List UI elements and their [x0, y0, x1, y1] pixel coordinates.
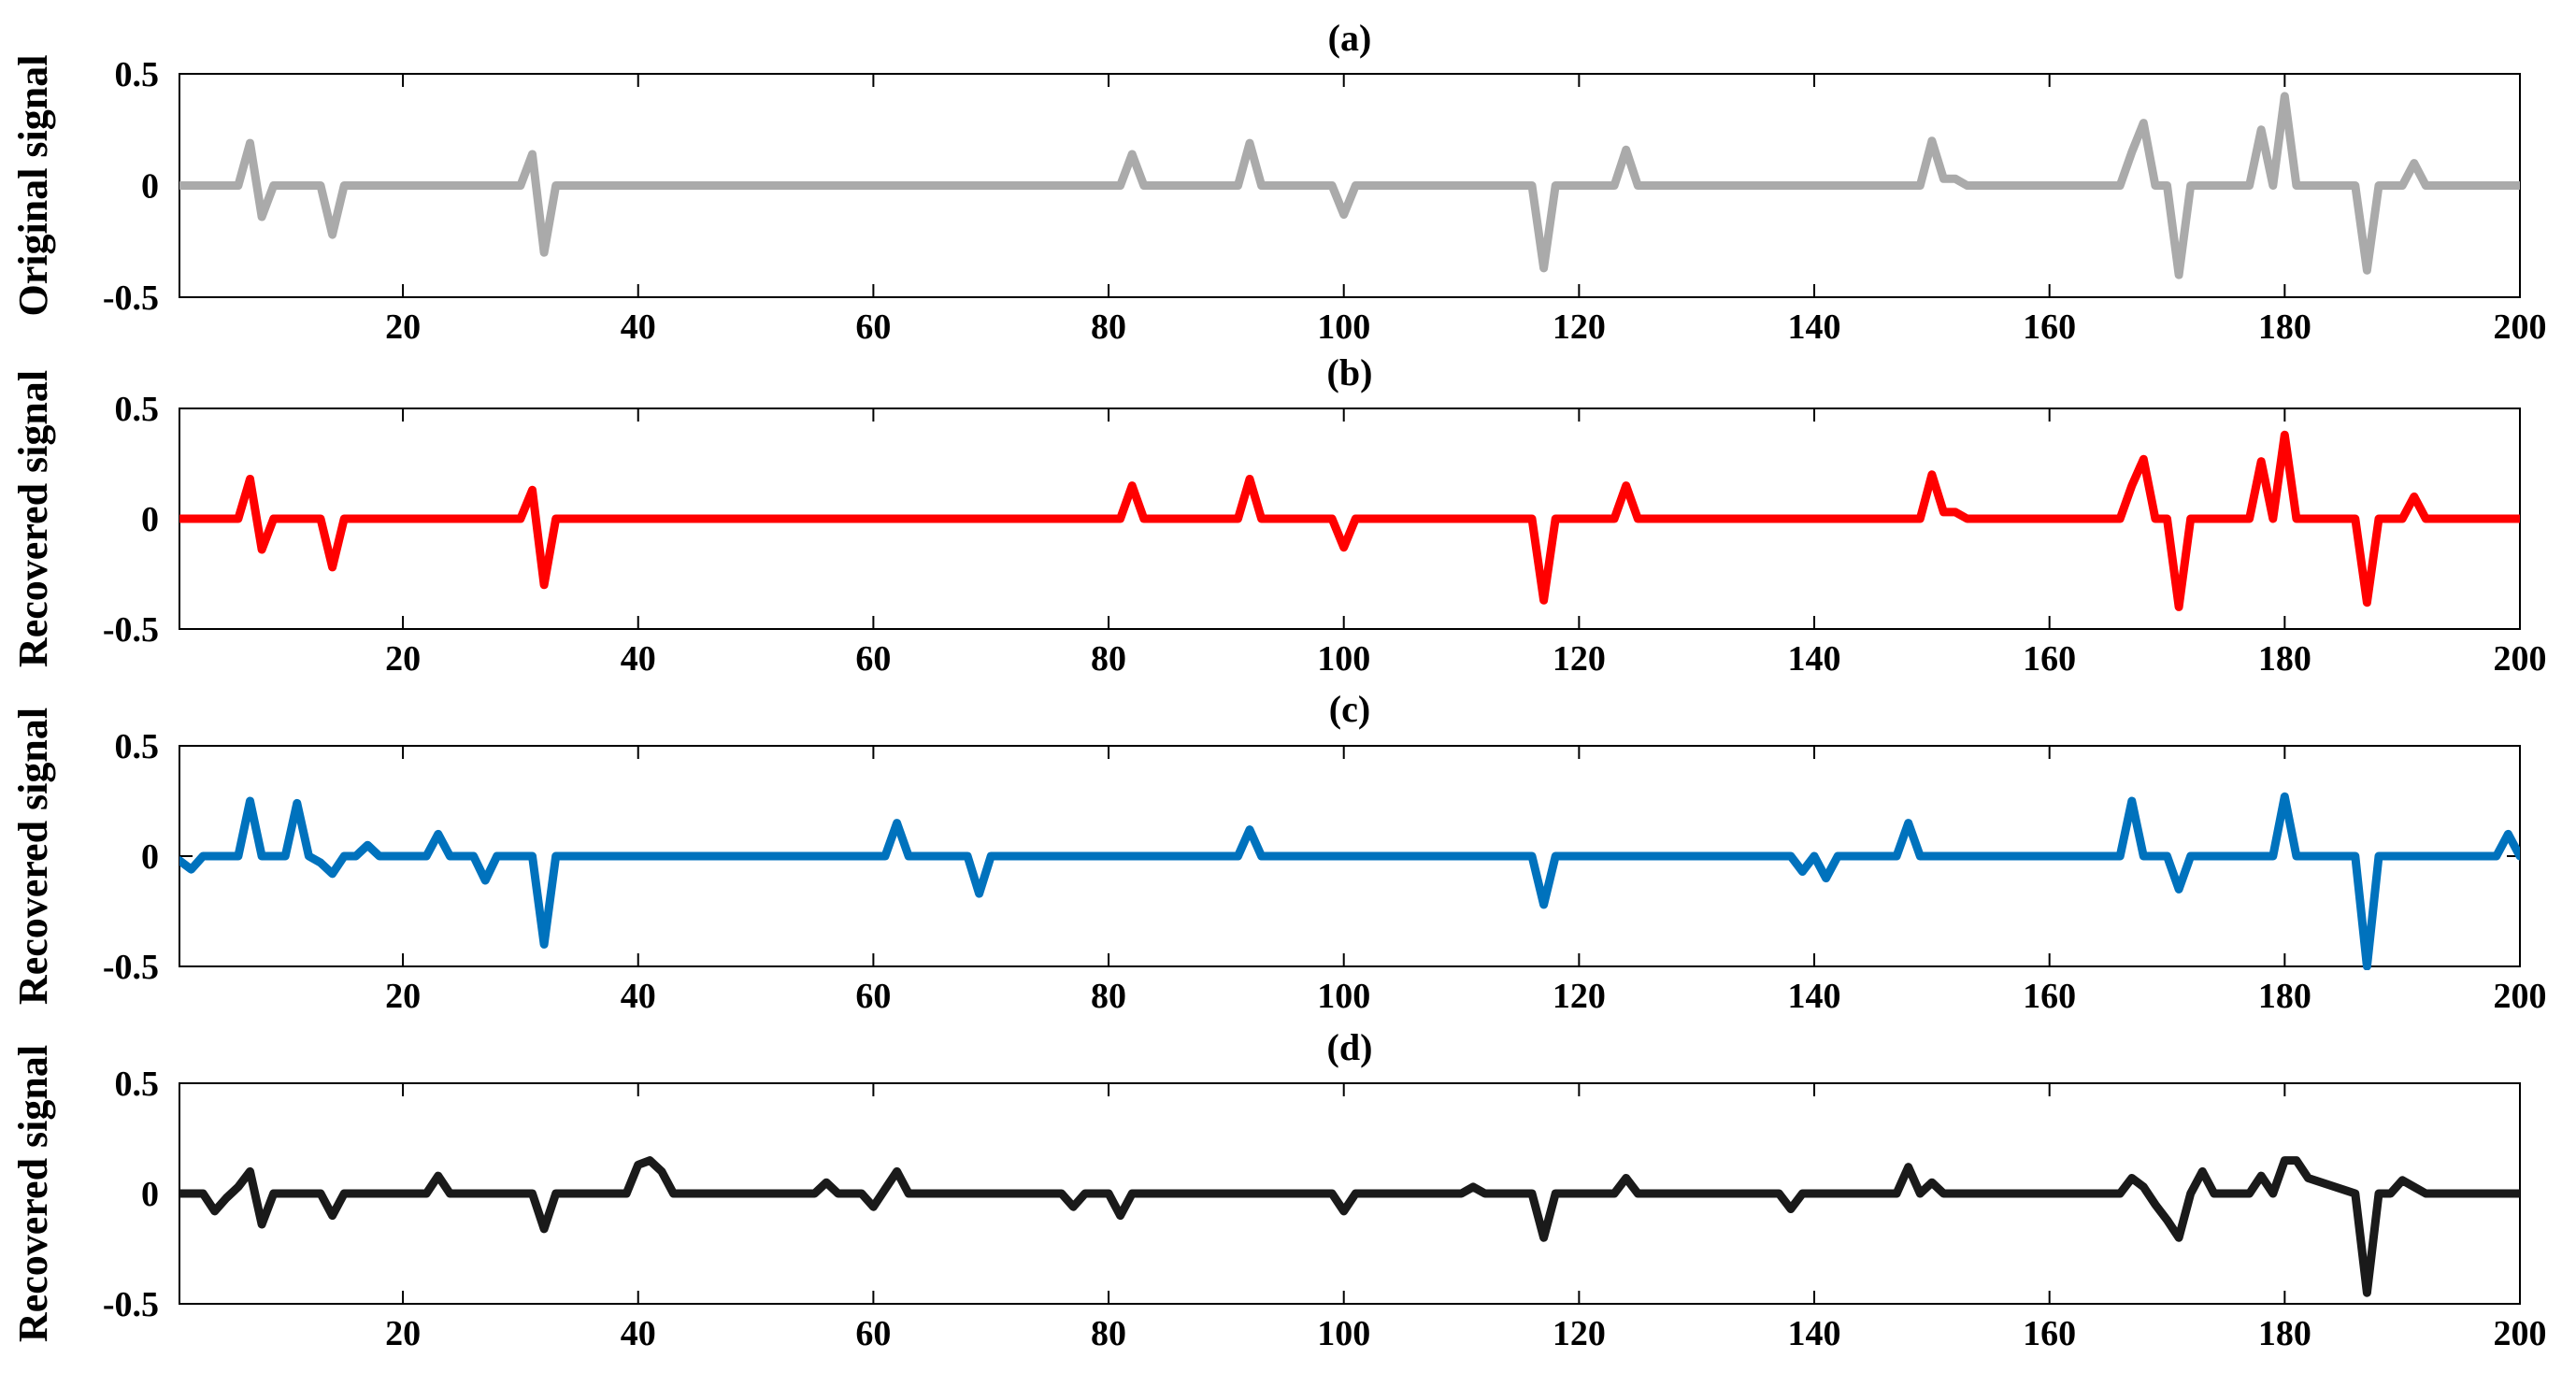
panel-c: 20 40 60 80 100 120 140 160 180 200 0.5 0 -0.5 (c) Rec…	[10, 688, 2547, 1016]
x-tick-label: 60	[855, 1314, 891, 1353]
x-tick-label: 180	[2258, 977, 2311, 1016]
x-tick-label: 180	[2258, 639, 2311, 679]
panel-title: (a)	[1328, 17, 1372, 59]
series-line	[179, 92, 2520, 279]
y-tick-label: -0.5	[103, 948, 159, 987]
x-tick-label: 200	[2494, 1314, 2547, 1353]
panel-title: (b)	[1327, 351, 1373, 393]
x-tick-label: 80	[1091, 307, 1126, 347]
panel-title: (c)	[1329, 688, 1370, 730]
x-tick-label: 80	[1091, 977, 1126, 1016]
y-tick-label: -0.5	[103, 610, 159, 650]
y-axis-label: Original signal	[10, 55, 56, 317]
x-tick-label: 20	[385, 977, 421, 1016]
series-line	[179, 1156, 2520, 1297]
x-tick-label: 160	[2023, 307, 2076, 347]
x-tick-label: 200	[2494, 977, 2547, 1016]
y-tick-label: 0.5	[115, 390, 160, 429]
x-tick-label: 40	[621, 977, 656, 1016]
x-tick-label: 180	[2258, 1314, 2311, 1353]
panel-title: (d)	[1327, 1026, 1373, 1068]
x-tick-label: 120	[1553, 1314, 1606, 1353]
x-tick-label: 140	[1788, 1314, 1841, 1353]
x-tick-label: 120	[1553, 639, 1606, 679]
x-tick-label: 100	[1317, 639, 1370, 679]
x-tick-label: 40	[621, 307, 656, 347]
x-tick-label: 100	[1317, 1314, 1370, 1353]
y-tick-label: 0	[141, 167, 159, 207]
x-tick-label: 20	[385, 639, 421, 679]
x-tick-label: 140	[1788, 639, 1841, 679]
x-tick-label: 20	[385, 1314, 421, 1353]
y-tick-label: 0.5	[115, 1065, 160, 1104]
x-tick-label: 20	[385, 307, 421, 347]
x-tick-label: 60	[855, 977, 891, 1016]
x-tick-label: 160	[2023, 1314, 2076, 1353]
y-tick-label: 0.5	[115, 55, 160, 94]
panel-d: 20 40 60 80 100 120 140 160 180 200 0.5 0 -0.5 (d) Rec…	[10, 1026, 2547, 1353]
x-tick-label: 120	[1553, 307, 1606, 347]
x-tick-label: 120	[1553, 977, 1606, 1016]
panel-a: 20 40 60 80 100 120 140 160 180 200 0.5 0 -0.5 (a) Ori…	[10, 17, 2547, 347]
panel-b: 20 40 60 80 100 120 140 160 180 200 0.5 0 -0.5 (b) Rec…	[10, 351, 2547, 679]
y-tick-label: 0	[141, 1175, 159, 1214]
x-tick-label: 100	[1317, 307, 1370, 347]
y-axis-label: Recovered signal	[10, 1045, 56, 1342]
x-tick-label: 180	[2258, 307, 2311, 347]
y-axis-label: Recovered signal	[10, 370, 56, 667]
x-tick-label: 100	[1317, 977, 1370, 1016]
y-axis-label: Recovered signal	[10, 708, 56, 1005]
x-tick-label: 200	[2494, 639, 2547, 679]
series-line	[179, 430, 2520, 611]
x-tick-label: 140	[1788, 307, 1841, 347]
x-tick-label: 40	[621, 1314, 656, 1353]
x-tick-label: 200	[2494, 307, 2547, 347]
y-tick-label: -0.5	[103, 1285, 159, 1324]
y-tick-label: 0	[141, 500, 159, 539]
series-line	[179, 792, 2520, 970]
y-tick-label: 0.5	[115, 727, 160, 766]
x-tick-label: 60	[855, 639, 891, 679]
x-tick-label: 60	[855, 307, 891, 347]
y-tick-label: 0	[141, 837, 159, 877]
x-tick-label: 80	[1091, 639, 1126, 679]
x-tick-label: 80	[1091, 1314, 1126, 1353]
x-tick-label: 160	[2023, 977, 2076, 1016]
x-tick-label: 40	[621, 639, 656, 679]
x-tick-label: 160	[2023, 639, 2076, 679]
y-tick-label: -0.5	[103, 279, 159, 318]
x-tick-label: 140	[1788, 977, 1841, 1016]
